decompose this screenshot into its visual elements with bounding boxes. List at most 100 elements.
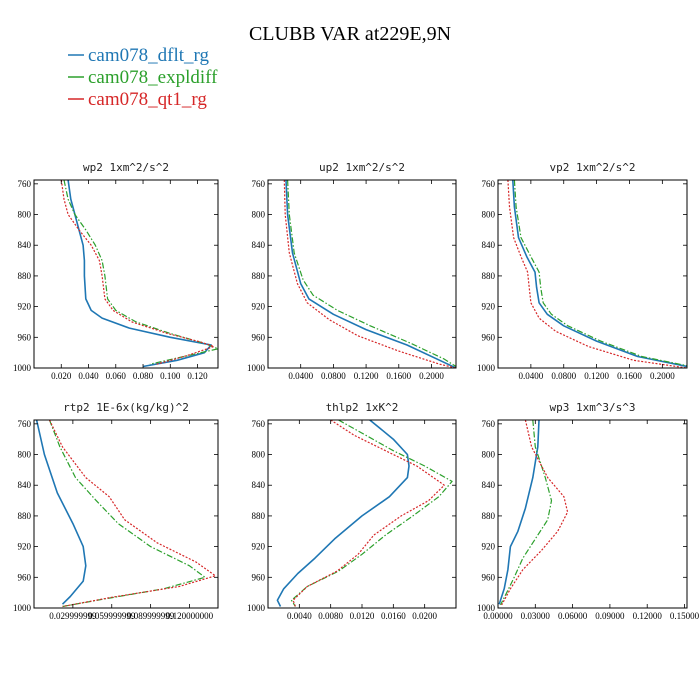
x-tick-label: 0.0800 [551, 371, 576, 381]
y-tick-label: 760 [482, 179, 496, 189]
x-tick-label: 0.15000 [670, 611, 700, 621]
x-tick-label: 0.03000 [521, 611, 551, 621]
x-tick-label: 0.1600 [386, 371, 411, 381]
panel-4: rtp2 1E-6x(kg/kg)^2 760 800 840 880 920 960 100… [13, 401, 219, 621]
y-tick-label: 840 [18, 480, 32, 490]
series-group [60, 180, 218, 368]
y-tick-label: 920 [482, 302, 496, 312]
series-line-cam078_dflt_rg [285, 180, 456, 368]
y-tick-label: 760 [252, 179, 266, 189]
x-tick-label: 0.2000 [419, 371, 444, 381]
y-tick-label: 760 [18, 179, 32, 189]
series-group [283, 180, 456, 368]
y-tick-label: 1000 [247, 603, 266, 613]
panel-title-1: wp2 1xm^2/s^2 [83, 161, 169, 174]
panel-title-6: wp3 1xm^3/s^3 [549, 401, 635, 414]
series-line-cam078_dflt_rg [67, 180, 212, 368]
panel-frame [33, 419, 219, 609]
x-tick-label: 0.0040 [287, 611, 312, 621]
x-tick-label: 0.1200 [354, 371, 379, 381]
series-line-cam078_qt1_rg [60, 180, 215, 365]
series-group [498, 420, 569, 606]
series-group [507, 180, 687, 368]
y-tick-label: 840 [18, 240, 32, 250]
panel-3: vp2 1xm^2/s^2 760 800 840 880 920 960 1000 0.040… [477, 161, 688, 381]
y-tick-label: 800 [18, 210, 32, 220]
x-tick-label: 0.089999999 [127, 611, 175, 621]
y-tick-label: 880 [482, 511, 496, 521]
y-tick-label: 1000 [13, 603, 32, 613]
x-tick-label: 0.12000 [633, 611, 663, 621]
x-tick-label: 0.1200 [584, 371, 609, 381]
y-tick-label: 1000 [477, 603, 496, 613]
y-tick-label: 880 [252, 511, 266, 521]
legend-entry-dflt: cam078_dflt_rg [68, 45, 210, 66]
series-line-cam078_expldiff [63, 180, 218, 365]
series-line-cam078_qt1_rg [501, 420, 569, 606]
series-line-cam078_expldiff [513, 180, 687, 367]
y-tick-label: 760 [18, 419, 32, 429]
series-line-cam078_dflt_rg [498, 420, 540, 605]
x-tick-label: 0.0080 [318, 611, 343, 621]
y-tick-label: 960 [482, 332, 496, 342]
y-tick-label: 840 [482, 480, 496, 490]
panel-2: up2 1xm^2/s^2 760 800 840 880 920 960 1000 0.040… [247, 161, 457, 381]
x-tick-label: 0.100 [160, 371, 181, 381]
y-tick-label: 800 [482, 450, 496, 460]
y-tick-label: 840 [482, 240, 496, 250]
y-tick-label: 920 [252, 542, 266, 552]
series-line-cam078_qt1_rg [283, 180, 456, 368]
panel-title-2: up2 1xm^2/s^2 [319, 161, 405, 174]
y-tick-label: 800 [252, 210, 266, 220]
x-tick-label: 0.0200 [412, 611, 437, 621]
x-tick-label: 0.120000000 [166, 611, 214, 621]
y-tick-label: 880 [252, 271, 266, 281]
x-tick-label: 0.0160 [381, 611, 406, 621]
x-tick-label: 0.059999999 [88, 611, 136, 621]
y-tick-label: 840 [252, 480, 266, 490]
x-tick-label: 0.060 [106, 371, 127, 381]
x-tick-label: 0.040 [78, 371, 99, 381]
x-tick-label: 0.029999999 [49, 611, 97, 621]
panel-6: wp3 1xm^3/s^3 760 800 840 880 920 960 10000.000… [477, 401, 700, 621]
y-tick-label: 960 [252, 572, 266, 582]
panel-1: wp2 1xm^2/s^2 760 800 840 880 920 960 1000 0.020… [13, 161, 219, 381]
x-tick-label: 0.020 [51, 371, 72, 381]
y-tick-label: 960 [482, 572, 496, 582]
x-tick-label: 0.120 [187, 371, 208, 381]
y-tick-label: 920 [252, 302, 266, 312]
x-tick-label: 0.0800 [321, 371, 346, 381]
figure-title: CLUBB VAR at229E,9N [249, 23, 451, 45]
y-tick-label: 920 [18, 542, 32, 552]
y-tick-label: 920 [482, 542, 496, 552]
x-tick-label: 0.09000 [595, 611, 625, 621]
x-tick-label: 0.00000 [483, 611, 513, 621]
panel-frame [33, 179, 219, 369]
y-tick-label: 800 [482, 210, 496, 220]
series-line-cam078_qt1_rg [48, 420, 216, 608]
series-group [35, 420, 216, 608]
y-tick-label: 920 [18, 302, 32, 312]
y-tick-label: 800 [18, 450, 32, 460]
y-tick-label: 760 [252, 419, 266, 429]
legend-label-qt1: cam078_qt1_rg [88, 89, 207, 110]
x-tick-label: 0.2000 [650, 371, 675, 381]
x-tick-label: 0.0400 [288, 371, 313, 381]
series-line-cam078_expldiff [290, 420, 453, 607]
legend-entry-qt1: cam078_qt1_rg [68, 89, 207, 110]
series-line-cam078_expldiff [48, 420, 206, 608]
series-line-cam078_qt1_rg [292, 420, 445, 607]
series-group [276, 420, 453, 607]
y-tick-label: 840 [252, 240, 266, 250]
y-tick-label: 880 [482, 271, 496, 281]
y-tick-label: 960 [18, 572, 32, 582]
legend-label-dflt: cam078_dflt_rg [88, 45, 210, 66]
x-tick-label: 0.1600 [617, 371, 642, 381]
x-tick-label: 0.06000 [558, 611, 588, 621]
legend: cam078_dflt_rg cam078_expldiff cam078_qt… [68, 45, 218, 110]
series-line-cam078_dflt_rg [276, 420, 410, 607]
series-line-cam078_expldiff [287, 180, 456, 368]
panel-frame [267, 419, 457, 609]
panel-title-4: rtp2 1E-6x(kg/kg)^2 [63, 401, 189, 414]
